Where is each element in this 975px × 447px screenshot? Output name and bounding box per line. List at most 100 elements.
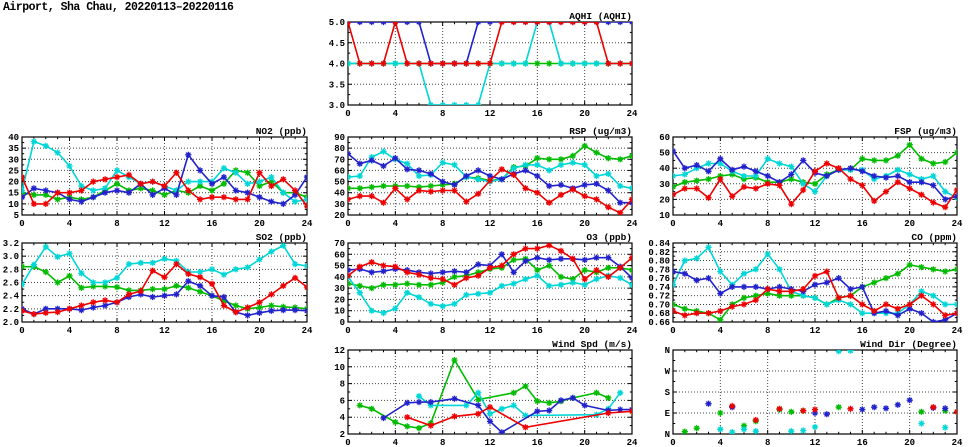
series-markers bbox=[22, 261, 307, 318]
axis-label: 4 bbox=[67, 219, 73, 229]
axis-label: N bbox=[665, 346, 670, 356]
axis-label: 2.6 bbox=[3, 279, 19, 289]
axis-label: 0 bbox=[19, 326, 24, 336]
chart-so2: 0 4 8 12 16 20 24 2.0 2.2 2.4 2.6 2.8 3.0 3.2 SO2 (ppb… bbox=[3, 232, 313, 336]
axis-label: 20 bbox=[579, 109, 590, 119]
axis-label: 35 bbox=[8, 144, 19, 154]
axis-label: 20 bbox=[254, 219, 265, 229]
axis-label: 4 bbox=[393, 109, 399, 119]
series-markers bbox=[348, 243, 632, 288]
axis-label: 4 bbox=[718, 326, 724, 336]
axis-label: 8 bbox=[440, 438, 445, 447]
axis-label: 16 bbox=[532, 219, 543, 229]
ticks bbox=[347, 349, 633, 435]
axis-label: 12 bbox=[485, 109, 496, 119]
series-red bbox=[348, 166, 632, 215]
chart-title: Wind Dir (Degree) bbox=[860, 339, 957, 350]
axis-label: 0 bbox=[670, 219, 675, 229]
axis-label: 16 bbox=[857, 326, 868, 336]
axis-label: 4 bbox=[393, 438, 399, 447]
axis-label: 24 bbox=[302, 326, 313, 336]
ticks bbox=[672, 136, 958, 216]
axis-label: 8 bbox=[765, 326, 770, 336]
axis-labels: 0 4 8 12 16 20 24 2.0 2.2 2.4 2.6 2.8 3.0 3.2 SO2 (ppb… bbox=[3, 232, 313, 336]
axis-label: 0.76 bbox=[648, 274, 670, 284]
axis-label: 0.66 bbox=[648, 318, 670, 328]
axis-label: 20 bbox=[904, 438, 915, 447]
axis-label: 20 bbox=[579, 219, 590, 229]
axis-labels: 0 4 8 12 16 20 24 N E S W N Wind Dir (Degree) bbox=[665, 339, 963, 447]
axis-label: 0 bbox=[19, 219, 24, 229]
ticks bbox=[21, 136, 308, 216]
axis-label: 90 bbox=[334, 133, 345, 143]
chart-title: NO2 (ppb) bbox=[256, 126, 307, 137]
axis-label: 24 bbox=[627, 109, 638, 119]
axis-label: 8 bbox=[440, 326, 445, 336]
axis-label: 5.0 bbox=[329, 18, 345, 28]
chart-fsp: 0 4 8 12 16 20 24 10 20 30 40 50 60 FSP (ug/m3) bbox=[659, 126, 963, 229]
chart-title: RSP (ug/m3) bbox=[569, 126, 632, 137]
axis-label: 70 bbox=[334, 239, 345, 249]
axis-label: 0 bbox=[340, 318, 345, 328]
axis-label: 40 bbox=[334, 273, 345, 283]
axis-label: 25 bbox=[8, 166, 19, 176]
axis-label: 70 bbox=[334, 155, 345, 165]
series-cyan bbox=[717, 350, 949, 434]
axis-label: 10 bbox=[334, 307, 345, 317]
axis-label: 30 bbox=[659, 180, 670, 190]
chart-title: SO2 (ppb) bbox=[256, 232, 307, 243]
series-red bbox=[22, 169, 307, 210]
series-markers bbox=[729, 402, 957, 424]
axis-label: 12 bbox=[810, 326, 821, 336]
axis-label: 16 bbox=[532, 438, 543, 447]
axis-label: 0 bbox=[345, 326, 350, 336]
axis-label: 40 bbox=[334, 189, 345, 199]
axis-label: 10 bbox=[334, 363, 345, 373]
axis-label: 0 bbox=[345, 109, 350, 119]
series-cyan bbox=[22, 243, 307, 288]
axis-label: 0.82 bbox=[648, 248, 670, 258]
axis-label: 2.2 bbox=[3, 305, 19, 315]
axis-label: 4.5 bbox=[329, 39, 345, 49]
series-line bbox=[673, 143, 957, 188]
axis-label: 8 bbox=[765, 219, 770, 229]
axis-label: 6 bbox=[340, 396, 345, 406]
axis-label: 4 bbox=[718, 438, 724, 447]
series-red bbox=[673, 160, 957, 211]
axis-label: 8 bbox=[440, 109, 445, 119]
axis-label: 60 bbox=[334, 166, 345, 176]
axis-label: 0 bbox=[670, 326, 675, 336]
axis-label: 0.72 bbox=[648, 292, 670, 302]
axis-label: 12 bbox=[810, 438, 821, 447]
axis-label: 24 bbox=[627, 326, 638, 336]
series-red bbox=[404, 404, 632, 431]
axis-label: 24 bbox=[627, 219, 638, 229]
series-markers bbox=[673, 268, 957, 319]
series-markers bbox=[22, 243, 307, 288]
axis-label: 5 bbox=[14, 211, 19, 221]
axis-label: 4 bbox=[718, 219, 724, 229]
axis-label: 16 bbox=[857, 438, 868, 447]
series-red bbox=[348, 243, 632, 288]
axis-label: 50 bbox=[334, 178, 345, 188]
axis-label: 8 bbox=[114, 326, 119, 336]
series-markers bbox=[348, 166, 632, 215]
axis-label: 4 bbox=[393, 326, 399, 336]
axis-label: 50 bbox=[659, 149, 670, 159]
axis-labels: 0 4 8 12 16 20 24 10 20 30 40 50 60 FSP (ug/m3) bbox=[659, 126, 963, 229]
axis-label: 16 bbox=[532, 109, 543, 119]
axis-label: 0 bbox=[345, 219, 350, 229]
series-markers bbox=[673, 147, 957, 203]
axis-label: 0.70 bbox=[648, 300, 670, 310]
series-line bbox=[406, 406, 632, 429]
series-markers bbox=[673, 160, 957, 211]
axis-labels: 0 4 8 12 16 20 24 3.0 3.5 4.0 4.5 5.0 AQHI (AQHI) bbox=[329, 11, 638, 119]
